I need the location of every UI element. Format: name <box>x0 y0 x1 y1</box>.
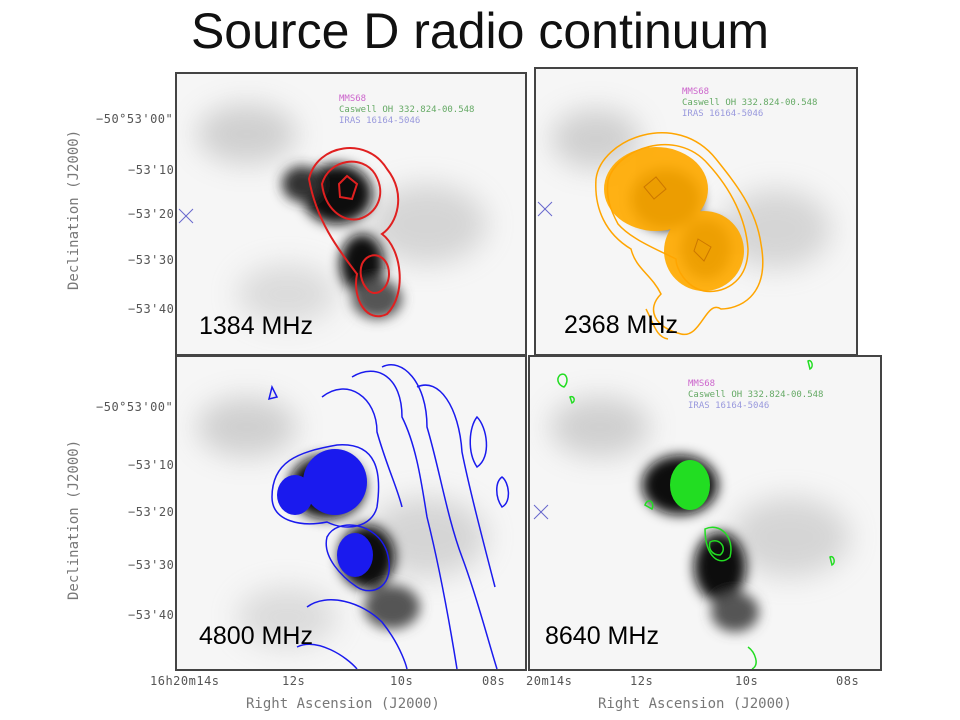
panel-8640: MMS68 Caswell OH 332.824-00.548 IRAS 161… <box>528 355 882 671</box>
x-tick: 16h20m14s <box>150 674 220 688</box>
x-tick: 20m14s <box>526 674 573 688</box>
legend: MMS68 Caswell OH 332.824-00.548 IRAS 161… <box>339 94 475 126</box>
y-tick: −53'30" <box>128 253 183 267</box>
y-axis-label-bottom: Declination (J2000) <box>66 439 82 600</box>
x-tick: 12s <box>282 674 306 688</box>
frequency-label: 4800 MHz <box>199 622 313 650</box>
panel-2368: MMS68 Caswell OH 332.824-00.548 IRAS 161… <box>534 67 858 356</box>
y-axis-label-top: Declination (J2000) <box>66 129 82 290</box>
y-tick: −53'10" <box>128 163 183 177</box>
legend: MMS68 Caswell OH 332.824-00.548 IRAS 161… <box>682 87 818 119</box>
x-tick: 08s <box>836 674 860 688</box>
frequency-label: 1384 MHz <box>199 312 313 340</box>
y-tick: −53'40" <box>128 608 183 622</box>
x-tick: 10s <box>390 674 414 688</box>
frequency-label: 8640 MHz <box>545 622 659 650</box>
page-title: Source D radio continuum <box>190 3 770 59</box>
x-tick: 08s <box>482 674 506 688</box>
y-tick: −50°53'00" <box>96 400 174 414</box>
y-tick: −53'10" <box>128 458 183 472</box>
x-tick: 10s <box>735 674 759 688</box>
panel-4800: 4800 MHz <box>175 355 527 671</box>
x-axis-label-right: Right Ascension (J2000) <box>598 696 792 712</box>
y-tick: −53'20" <box>128 505 183 519</box>
x-tick: 12s <box>630 674 654 688</box>
x-axis-label-left: Right Ascension (J2000) <box>246 696 440 712</box>
panel-1384: MMS68 Caswell OH 332.824-00.548 IRAS 161… <box>175 72 527 356</box>
y-tick: −50°53'00" <box>96 112 174 126</box>
y-tick: −53'20" <box>128 207 183 221</box>
legend: MMS68 Caswell OH 332.824-00.548 IRAS 161… <box>688 379 824 411</box>
y-tick: −53'40" <box>128 302 183 316</box>
y-tick: −53'30" <box>128 558 183 572</box>
frequency-label: 2368 MHz <box>564 311 678 339</box>
